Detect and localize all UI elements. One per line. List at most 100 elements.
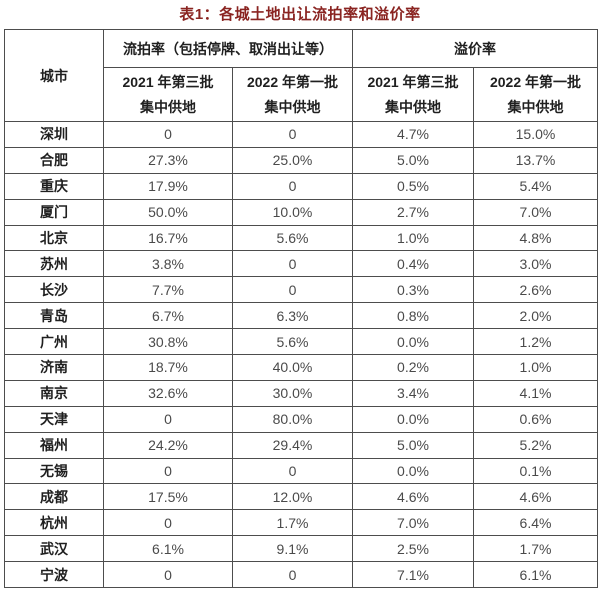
subheader-line1: 2022 年第一批	[246, 74, 339, 90]
value-cell: 3.8%	[103, 250, 233, 278]
value-cell: 12.0%	[232, 483, 353, 511]
city-cell: 宁波	[4, 561, 104, 589]
value-cell: 5.2%	[473, 431, 598, 459]
subheader-cell: 2022 年第一批 集中供地	[232, 67, 353, 122]
city-cell: 重庆	[4, 172, 104, 200]
header-sub-row: 2021 年第三批 集中供地 2022 年第一批 集中供地 2021 年第三批 …	[5, 67, 598, 122]
table-row: 青岛 6.7% 6.3% 0.8% 2.0%	[4, 302, 598, 330]
value-cell: 27.3%	[103, 146, 233, 174]
value-cell: 0	[232, 276, 353, 304]
value-cell: 32.6%	[103, 379, 233, 407]
city-cell: 北京	[4, 224, 104, 252]
value-cell: 5.6%	[232, 224, 353, 252]
table-row: 成都 17.5% 12.0% 4.6% 4.6%	[4, 483, 598, 511]
city-cell: 成都	[4, 483, 104, 511]
value-cell: 0	[103, 457, 233, 485]
table-row: 重庆 17.9% 0 0.5% 5.4%	[4, 172, 598, 200]
city-cell: 苏州	[4, 250, 104, 278]
value-cell: 4.7%	[352, 121, 474, 148]
value-cell: 15.0%	[473, 121, 598, 148]
table-row: 武汉 6.1% 9.1% 2.5% 1.7%	[4, 535, 598, 563]
value-cell: 1.7%	[473, 535, 598, 563]
value-cell: 40.0%	[232, 354, 353, 381]
subheader-line1: 2022 年第一批	[489, 74, 582, 90]
city-cell: 长沙	[4, 276, 104, 304]
value-cell: 7.0%	[473, 198, 598, 226]
value-cell: 0.2%	[352, 354, 474, 381]
value-cell: 0.6%	[473, 405, 598, 433]
city-cell: 南京	[4, 379, 104, 407]
value-cell: 80.0%	[232, 405, 353, 433]
value-cell: 0	[103, 509, 233, 537]
value-cell: 0	[232, 561, 353, 589]
value-cell: 1.2%	[473, 328, 598, 356]
value-cell: 2.5%	[352, 535, 474, 563]
value-cell: 0.0%	[352, 457, 474, 485]
subheader-line2: 集中供地	[264, 98, 321, 115]
value-cell: 5.6%	[232, 328, 353, 356]
table-row: 济南 18.7% 40.0% 0.2% 1.0%	[4, 354, 598, 381]
table-row: 深圳 0 0 4.7% 15.0%	[4, 121, 598, 148]
value-cell: 16.7%	[103, 224, 233, 252]
city-cell: 厦门	[4, 198, 104, 226]
subheader-cell: 2021 年第三批 集中供地	[103, 67, 233, 122]
group-header-premium-rate: 溢价率	[352, 29, 598, 68]
value-cell: 30.8%	[103, 328, 233, 356]
value-cell: 4.8%	[473, 224, 598, 252]
table-row: 无锡 0 0 0.0% 0.1%	[4, 457, 598, 485]
value-cell: 0.8%	[352, 302, 474, 330]
city-cell: 杭州	[4, 509, 104, 537]
city-cell: 青岛	[4, 302, 104, 330]
table-row: 杭州 0 1.7% 7.0% 6.4%	[4, 509, 598, 537]
group-header-failure-rate: 流拍率（包括停牌、取消出让等）	[103, 29, 353, 68]
table-row: 南京 32.6% 30.0% 3.4% 4.1%	[4, 379, 598, 407]
value-cell: 30.0%	[232, 379, 353, 407]
city-cell: 深圳	[4, 121, 104, 148]
value-cell: 6.3%	[232, 302, 353, 330]
value-cell: 1.7%	[232, 509, 353, 537]
value-cell: 13.7%	[473, 146, 598, 174]
value-cell: 0	[103, 561, 233, 589]
value-cell: 2.6%	[473, 276, 598, 304]
value-cell: 4.6%	[473, 483, 598, 511]
value-cell: 18.7%	[103, 354, 233, 381]
value-cell: 0	[232, 172, 353, 200]
value-cell: 2.0%	[473, 302, 598, 330]
table-title: 表1：各城土地出让流拍率和溢价率	[179, 6, 421, 23]
value-cell: 5.4%	[473, 172, 598, 200]
value-cell: 1.0%	[473, 354, 598, 381]
value-cell: 7.0%	[352, 509, 474, 537]
city-cell: 福州	[4, 431, 104, 459]
subheader-line2: 集中供地	[507, 98, 564, 115]
value-cell: 10.0%	[232, 198, 353, 226]
city-cell: 合肥	[4, 146, 104, 174]
value-cell: 1.0%	[352, 224, 474, 252]
value-cell: 0.4%	[352, 250, 474, 278]
value-cell: 2.7%	[352, 198, 474, 226]
value-cell: 9.1%	[232, 535, 353, 563]
value-cell: 0	[232, 457, 353, 485]
value-cell: 17.5%	[103, 483, 233, 511]
table-row: 苏州 3.8% 0 0.4% 3.0%	[4, 250, 598, 278]
value-cell: 25.0%	[232, 146, 353, 174]
value-cell: 4.1%	[473, 379, 598, 407]
value-cell: 6.4%	[473, 509, 598, 537]
header-group-row: 城市 流拍率（包括停牌、取消出让等） 溢价率	[4, 29, 598, 122]
value-cell: 0	[232, 121, 353, 148]
value-cell: 6.7%	[103, 302, 233, 330]
value-cell: 6.1%	[103, 535, 233, 563]
value-cell: 3.0%	[473, 250, 598, 278]
value-cell: 24.2%	[103, 431, 233, 459]
city-cell: 武汉	[4, 535, 104, 563]
table-body: 深圳 0 0 4.7% 15.0% 合肥 27.3% 25.0% 5.0% 13.7% 重庆 17.9…	[4, 121, 598, 589]
city-cell: 济南	[4, 354, 104, 381]
table-row: 北京 16.7% 5.6% 1.0% 4.8%	[4, 224, 598, 252]
city-cell: 无锡	[4, 457, 104, 485]
subheader-line2: 集中供地	[140, 98, 196, 115]
value-cell: 0.1%	[473, 457, 598, 485]
table-row: 长沙 7.7% 0 0.3% 2.6%	[4, 276, 598, 304]
corner-header-cell: 城市	[4, 29, 104, 122]
table-row: 厦门 50.0% 10.0% 2.7% 7.0%	[4, 198, 598, 226]
value-cell: 0	[103, 405, 233, 433]
